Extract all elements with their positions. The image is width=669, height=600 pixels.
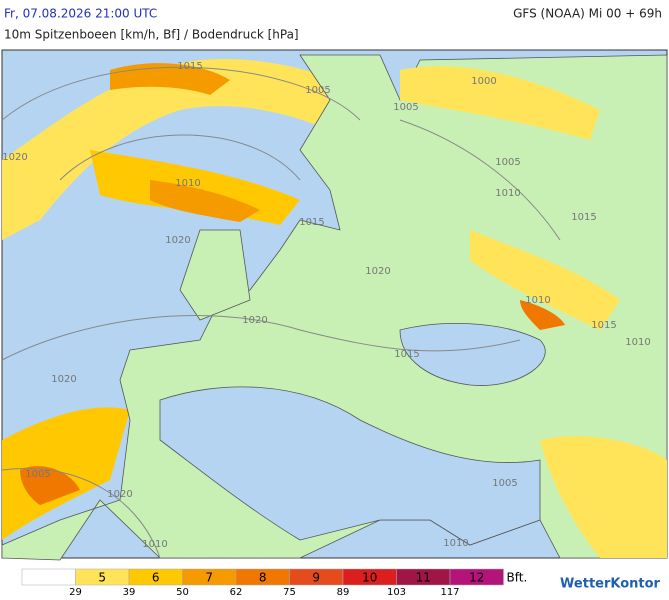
wind-area — [20, 466, 80, 505]
isobar-label: 1005 — [393, 102, 418, 113]
isobar-label: 1020 — [51, 374, 76, 385]
isobar-label: 1005 — [25, 469, 50, 480]
wind-area — [540, 436, 667, 558]
legend-swatch — [21, 568, 76, 586]
isobar-label: 1015 — [394, 349, 419, 360]
threshold-label: 62 — [230, 587, 243, 598]
bft-label: 10 — [362, 571, 377, 585]
isobar — [1, 66, 361, 121]
wind-area — [520, 300, 565, 330]
subtitle: 10m Spitzenboeen [km/h, Bf] / Bodendruck… — [4, 28, 299, 42]
isobar-label: 1005 — [492, 478, 517, 489]
isobar-label: 1010 — [525, 295, 550, 306]
isobar-label: 1020 — [107, 489, 132, 500]
isobar-label: 1015 — [299, 217, 324, 228]
unit-label: Bft. — [507, 571, 528, 585]
bft-label: 8 — [259, 571, 267, 585]
british-isles — [179, 229, 251, 321]
isobar-label: 1015 — [591, 320, 616, 331]
isobar-label: 1020 — [2, 152, 27, 163]
isobar-label: 1020 — [365, 266, 390, 277]
isobar — [399, 119, 561, 241]
threshold-label: 39 — [123, 587, 136, 598]
isobar-label: 1010 — [495, 188, 520, 199]
bft-label: 9 — [312, 571, 320, 585]
wind-area — [110, 63, 230, 95]
bft-label: 12 — [469, 571, 484, 585]
wind-area — [400, 66, 600, 140]
isobar-label: 1020 — [165, 235, 190, 246]
threshold-label: 103 — [387, 587, 406, 598]
isobar-label: 1000 — [471, 76, 496, 87]
isobar — [1, 468, 161, 559]
bft-label: 7 — [205, 571, 213, 585]
valid-time: Fr, 07.08.2026 21:00 UTC — [4, 7, 157, 21]
threshold-label: 117 — [440, 587, 459, 598]
bft-label: 11 — [416, 571, 431, 585]
wind-area — [470, 230, 620, 330]
map: 1015 1005 1005 1000 1020 1005 1010 1010 1015 1020… — [1, 49, 668, 561]
isobar-label: 1015 — [177, 61, 202, 72]
wind-area — [2, 59, 370, 241]
mediterranean — [159, 386, 541, 546]
isobar-label: 1010 — [625, 337, 650, 348]
isobar — [1, 315, 521, 361]
bft-label: 6 — [152, 571, 160, 585]
bft-label: 5 — [98, 571, 106, 585]
isobar-label: 1015 — [571, 212, 596, 223]
isobar-label: 1005 — [495, 157, 520, 168]
threshold-label: 50 — [176, 587, 189, 598]
isobar — [59, 134, 301, 181]
threshold-label: 29 — [69, 587, 82, 598]
legend-swatch — [449, 568, 504, 586]
isobar-label: 1005 — [305, 85, 330, 96]
threshold-label: 89 — [337, 587, 350, 598]
isobar-label: 1010 — [443, 538, 468, 549]
isobar-label: 1010 — [175, 178, 200, 189]
black-sea — [399, 323, 546, 386]
logo: WetterKontor — [560, 577, 661, 592]
wind-area — [150, 180, 260, 222]
model-run: GFS (NOAA) Mi 00 + 69h — [513, 7, 662, 21]
isobar-label: 1020 — [242, 315, 267, 326]
isobar-label: 1010 — [142, 539, 167, 550]
threshold-label: 75 — [283, 587, 296, 598]
